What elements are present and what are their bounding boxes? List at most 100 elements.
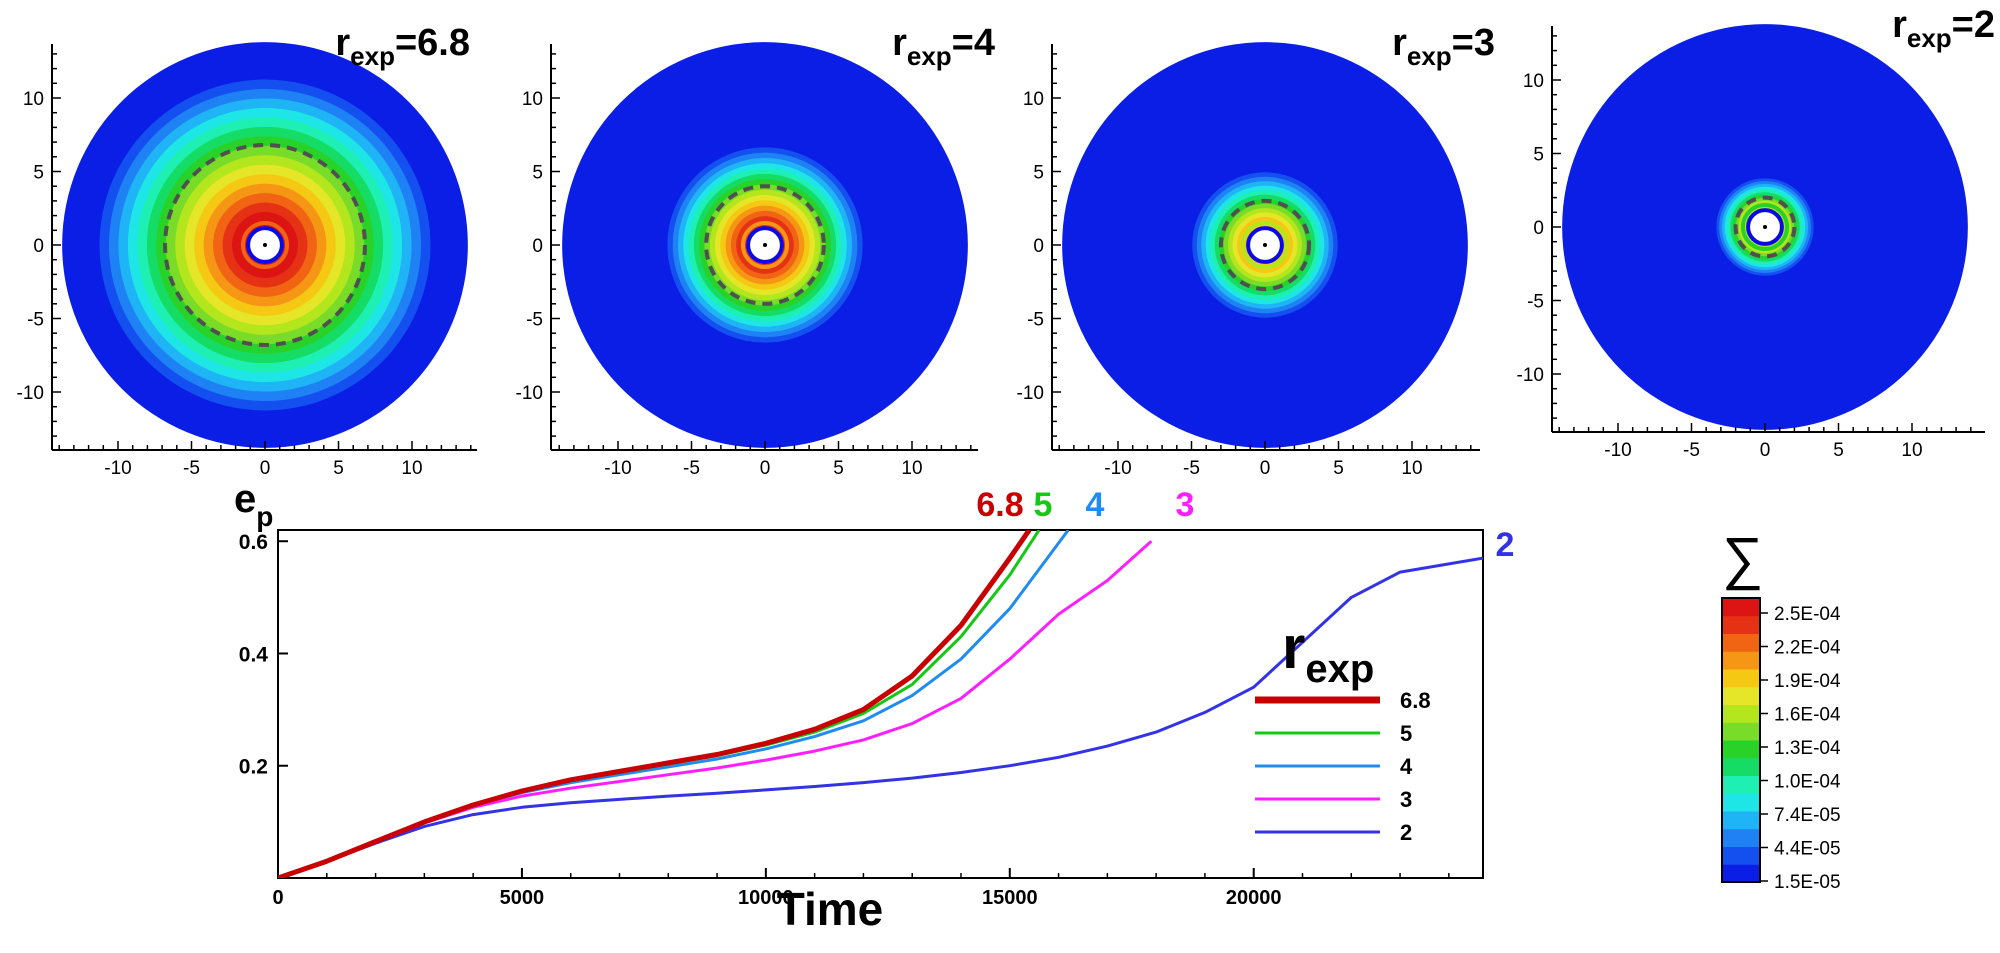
colorbar-frame [1721,597,1761,883]
y-tick-label: -10 [17,383,44,404]
panel-title: rexp=4 [892,22,995,71]
series-line-2 [278,556,1483,878]
series-end-label: 3 [1176,486,1195,524]
colorbar-swatch [1722,757,1760,776]
x-tick-label: 15000 [982,887,1038,909]
colorbar-swatch [1722,864,1760,883]
x-tick-label: 5 [333,458,344,479]
colorbar-label: 1.3E-04 [1774,738,1841,759]
colorbar-swatch [1722,615,1760,634]
y-tick-label: 5 [1033,163,1044,184]
contour-ring [240,220,290,270]
y-tick-label: -10 [1517,365,1544,386]
y-tick-label: 5 [33,163,44,184]
y-tick-label: 0 [1033,236,1044,257]
x-tick-label: -5 [1183,458,1200,479]
colorbar-swatch [1722,651,1760,670]
y-tick-label: -10 [516,383,543,404]
colorbar-swatch [1722,846,1760,865]
r-exp-circle [704,184,826,306]
x-tick-label: 0 [260,458,271,479]
colorbar-swatch [1722,669,1760,688]
x-tick-label: 10000 [738,887,794,909]
y-tick-label: 0.2 [239,756,268,779]
x-tick-label: -5 [183,458,200,479]
y-tick-label: 10 [1523,71,1544,92]
y-tick-label: 10 [23,89,44,110]
colorbar-swatch [1722,793,1760,812]
center-point [763,243,767,247]
colorbar-swatch [1722,633,1760,652]
x-tick-label: 5 [1333,458,1344,479]
x-tick-label: 20000 [1226,887,1282,909]
contour-ring [740,220,790,270]
x-tick-label: 10 [1401,458,1422,479]
colorbar-label: 2.2E-04 [1774,638,1841,659]
colorbar: ∑ 2.5E-04 2.2E-04 1.9E-04 1.6E-04 1.3E-04 1.0… [1721,526,1841,893]
colorbar-label: 7.4E-05 [1774,805,1841,826]
colorbar-label: 1.6E-04 [1774,705,1841,726]
y-tick-label: 0 [1533,218,1544,239]
contour-ring [1740,202,1790,252]
y-tick-label: -10 [1017,383,1044,404]
legend-label: 5 [1400,721,1412,746]
r-exp-circle [1218,198,1312,292]
legend-label: 3 [1400,787,1412,812]
x-tick-label: 0 [760,458,771,479]
colorbar-label: 4.4E-05 [1774,839,1841,860]
series-end-label: 4 [1086,486,1105,524]
contour-panel: -10 -5 0 5 10 10 5 0 -5 -10 rexp=6.8 [17,22,477,479]
contour-panel: -10 -5 0 5 10 10 5 0 -5 -10 rexp=3 [1017,22,1495,479]
x-tick-label: -10 [104,458,131,479]
x-tick-label: 5 [833,458,844,479]
series-end-label: 2 [1496,526,1515,564]
colorbar-swatch [1722,722,1760,741]
series-line-6-8 [278,530,1032,878]
legend-title: rexp [1282,614,1374,691]
colorbar-label: 1.0E-04 [1774,772,1841,793]
plot-frame [277,529,1484,879]
y-tick-label: -5 [27,310,44,331]
y-tick-label: 10 [522,89,543,110]
y-tick-label: 0 [532,236,543,257]
y-axis-title: ep [234,477,273,532]
y-tick-label: 5 [1533,145,1544,166]
y-tick-label: 10 [1023,89,1044,110]
x-tick-label: -10 [1104,458,1131,479]
y-tick-label: 5 [532,163,543,184]
x-tick-label: 5000 [500,887,545,909]
contour-ring [1240,220,1290,270]
colorbar-title: ∑ [1722,526,1763,591]
x-tick-label: -5 [683,458,700,479]
x-tick-label: 5 [1833,440,1844,461]
colorbar-swatch [1722,598,1760,617]
colorbar-label: 1.9E-04 [1774,671,1841,692]
x-tick-label: 10 [1901,440,1922,461]
contour-panel: -10 -5 0 5 10 10 5 0 -5 -10 rexp=2 [1517,4,1995,461]
y-tick-label: -5 [1027,310,1044,331]
center-point [1263,243,1267,247]
center-point [263,243,267,247]
legend-label: 4 [1400,754,1413,779]
y-tick-label: 0.4 [239,643,269,666]
panel-title: rexp=3 [1392,22,1495,71]
panel-title: rexp=2 [1892,4,1995,53]
colorbar-swatch [1722,704,1760,723]
panel-title: rexp=6.8 [335,22,470,71]
colorbar-swatch [1722,811,1760,830]
y-tick-label: 0 [33,236,44,257]
series-end-label: 5 [1034,486,1053,524]
line-chart: 0 5000 10000 15000 20000 0.20.40.6 6.8 5 4 32 T… [234,477,1514,935]
colorbar-label: 2.5E-04 [1774,604,1841,625]
x-tick-label: 10 [401,458,422,479]
series-end-label: 6.8 [976,486,1023,524]
x-tick-label: -5 [1683,440,1700,461]
x-tick-label: -10 [1604,440,1631,461]
x-axis-title: Time [777,883,884,935]
x-tick-label: 0 [1760,440,1771,461]
colorbar-swatch [1722,740,1760,759]
contour-panel: -10 -5 0 5 10 10 5 0 -5 -10 rexp=4 [516,22,995,479]
y-tick-label: 0.6 [239,531,268,554]
colorbar-swatch [1722,828,1760,847]
